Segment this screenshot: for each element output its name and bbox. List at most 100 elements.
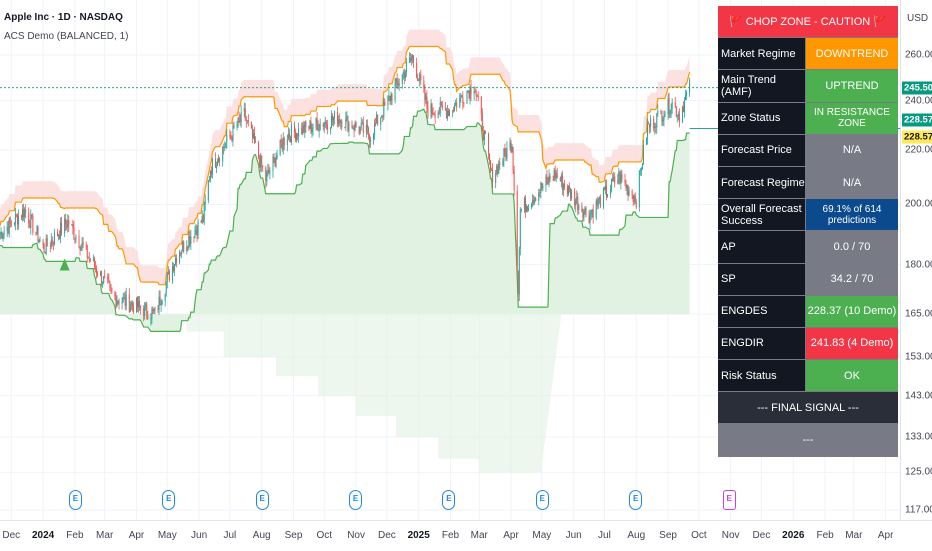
candle-body — [511, 146, 513, 153]
candle-body — [491, 169, 493, 171]
candle-body — [239, 119, 241, 122]
candle-body — [418, 79, 420, 81]
price-chart[interactable] — [0, 0, 900, 520]
candle-body — [506, 147, 508, 159]
candle-body — [294, 125, 296, 132]
candle-body — [503, 148, 505, 162]
candle-body — [80, 245, 82, 251]
candle-body — [434, 114, 436, 118]
candle-body — [437, 112, 439, 118]
candle-body — [276, 155, 278, 159]
candle-body — [419, 74, 421, 80]
candle-body — [361, 122, 363, 124]
row-label: Forecast Price — [718, 134, 806, 166]
candle-body — [203, 204, 205, 222]
candle-body — [495, 172, 497, 184]
candle-body — [209, 171, 211, 180]
candle-body — [247, 120, 249, 122]
candle-body — [387, 96, 389, 106]
candle-body — [25, 209, 27, 213]
candle-body — [639, 169, 641, 171]
candle-body — [140, 306, 142, 309]
candle-body — [388, 95, 390, 97]
candle-body — [322, 123, 324, 127]
earnings-icon[interactable]: E — [162, 490, 176, 510]
candle-body — [123, 297, 125, 299]
candle-body — [143, 308, 145, 316]
candle-body — [42, 239, 44, 244]
time-axis[interactable]: Dec 2024 Feb Mar Apr May Jun Jul Aug Sep Oct Nov Dec… — [0, 520, 932, 551]
candle-body — [355, 122, 357, 128]
candle-body — [581, 205, 583, 212]
earnings-icon[interactable]: E — [255, 490, 269, 510]
candle-body — [678, 113, 680, 123]
candle-body — [367, 128, 369, 136]
candle-body — [139, 300, 141, 307]
candle-body — [240, 111, 242, 122]
candle-body — [383, 101, 385, 117]
candle-body — [28, 212, 30, 224]
candle-body — [571, 190, 573, 199]
candle-body — [159, 296, 161, 306]
candle-body — [555, 173, 557, 179]
candle-body — [653, 118, 655, 129]
candle-body — [365, 125, 367, 133]
candle-body — [467, 91, 469, 93]
candle-body — [260, 155, 262, 168]
currency-label[interactable]: USD — [907, 13, 929, 24]
candle-body — [7, 226, 9, 234]
chart-area[interactable]: Apple Inc · 1D · NASDAQ ACS Demo (BALANC… — [0, 0, 900, 520]
candle-body — [518, 248, 520, 295]
earnings-icon[interactable]: E — [629, 490, 643, 510]
candle-body — [534, 197, 536, 203]
candle-body — [535, 197, 537, 201]
candle-body — [173, 264, 175, 271]
candle-body — [286, 139, 288, 145]
price-tick: 125.00 — [905, 466, 932, 478]
row-label: Zone Status — [718, 102, 806, 134]
candle-body — [296, 133, 298, 140]
time-label: Sep — [284, 530, 303, 541]
indicator-title[interactable]: ACS Demo (BALANCED, 1) — [4, 31, 129, 42]
symbol-title[interactable]: Apple Inc · 1D · NASDAQ — [4, 12, 123, 23]
candle-body — [180, 253, 182, 255]
candle-body — [611, 178, 613, 189]
candle-body — [632, 195, 634, 202]
candle-body — [674, 101, 676, 107]
earnings-icon[interactable]: E — [442, 490, 456, 510]
candle-body — [470, 86, 472, 95]
candle-body — [72, 224, 74, 228]
candle-body — [96, 273, 98, 276]
candle-body — [483, 130, 485, 140]
candle-body — [154, 307, 156, 311]
price-tick: 260.00 — [905, 49, 932, 61]
candle-body — [49, 246, 51, 248]
candle-body — [29, 223, 31, 228]
candle-body — [132, 305, 134, 313]
candle-body — [115, 296, 117, 307]
candle-body — [455, 102, 457, 105]
candle-body — [252, 133, 254, 138]
candle-body — [331, 115, 333, 121]
candle-body — [545, 176, 547, 187]
candle-body — [298, 128, 300, 137]
candle-body — [460, 95, 462, 98]
candle-body — [93, 258, 95, 267]
price-axis[interactable]: USD 260.00 240.00 220.00 200.00 180.00 165.00… — [900, 0, 932, 520]
candle-body — [37, 226, 39, 242]
earnings-icon[interactable]: E — [535, 490, 549, 510]
candle-body — [152, 309, 154, 311]
candle-body — [89, 258, 91, 261]
info-table: 🚩 CHOP ZONE - CAUTION 🚩 Market Regime DOWN… — [718, 6, 898, 457]
candle-body — [104, 276, 106, 277]
candle-body — [226, 135, 228, 143]
earnings-icon[interactable]: E — [68, 490, 82, 510]
candle-body — [588, 216, 590, 223]
candle-body — [17, 216, 19, 225]
candle-body — [341, 120, 343, 128]
candle-body — [3, 230, 5, 236]
earnings-icon[interactable]: E — [349, 490, 363, 510]
candle-body — [111, 287, 113, 292]
earnings-icon[interactable]: E — [722, 490, 736, 510]
candle-body — [315, 118, 317, 128]
